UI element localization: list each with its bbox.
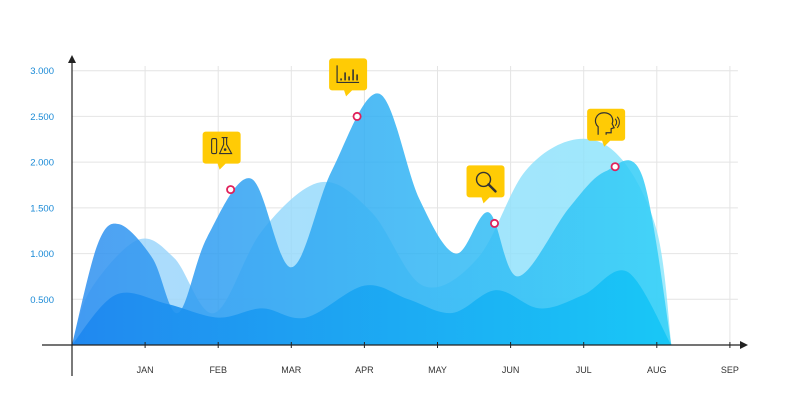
x-tick-label: SEP (721, 365, 739, 375)
x-tick-label: JAN (137, 365, 154, 375)
marker-group (202, 58, 626, 228)
data-point-marker (226, 185, 236, 195)
marker-callout (587, 108, 626, 172)
data-point-marker (352, 111, 362, 121)
callout-box (466, 165, 505, 204)
callout-box (329, 58, 368, 97)
x-tick-label: FEB (209, 365, 227, 375)
x-tick-label: MAR (281, 365, 302, 375)
bar-chart-icon (336, 65, 360, 84)
marker-callout (466, 165, 505, 228)
area-series-middle (72, 93, 672, 345)
y-tick-label: 1.500 (30, 203, 54, 214)
data-point-marker (490, 218, 500, 228)
marker-callout (202, 131, 241, 195)
lab-flask-icon (211, 137, 233, 155)
callout-box (587, 108, 626, 147)
x-tick-label: MAY (428, 365, 447, 375)
x-tick-label: APR (355, 365, 374, 375)
x-tick-label: AUG (647, 365, 667, 375)
magnifier-icon (475, 171, 497, 193)
area-series-group (72, 93, 672, 345)
y-tick-label: 1.000 (30, 249, 54, 260)
head-talk-icon (594, 112, 620, 135)
area-series-front (72, 270, 672, 345)
y-axis-arrow (68, 55, 76, 63)
x-axis-arrow (740, 341, 748, 349)
y-tick-label: 2.000 (30, 158, 54, 169)
y-tick-label: 2.500 (30, 112, 54, 123)
x-tick-labels: JAN FEB MAR APR MAY JUN JUL AUG SEP (137, 365, 739, 375)
axes-group (42, 55, 748, 376)
marker-callout (329, 58, 368, 121)
data-point-marker (610, 162, 620, 172)
x-tick-label: JUN (502, 365, 520, 375)
y-tick-labels: 0.500 1.000 1.500 2.000 2.500 3.000 (30, 66, 54, 306)
y-tick-label: 3.000 (30, 66, 54, 77)
x-tick-label: JUL (576, 365, 592, 375)
y-tick-label: 0.500 (30, 295, 54, 306)
